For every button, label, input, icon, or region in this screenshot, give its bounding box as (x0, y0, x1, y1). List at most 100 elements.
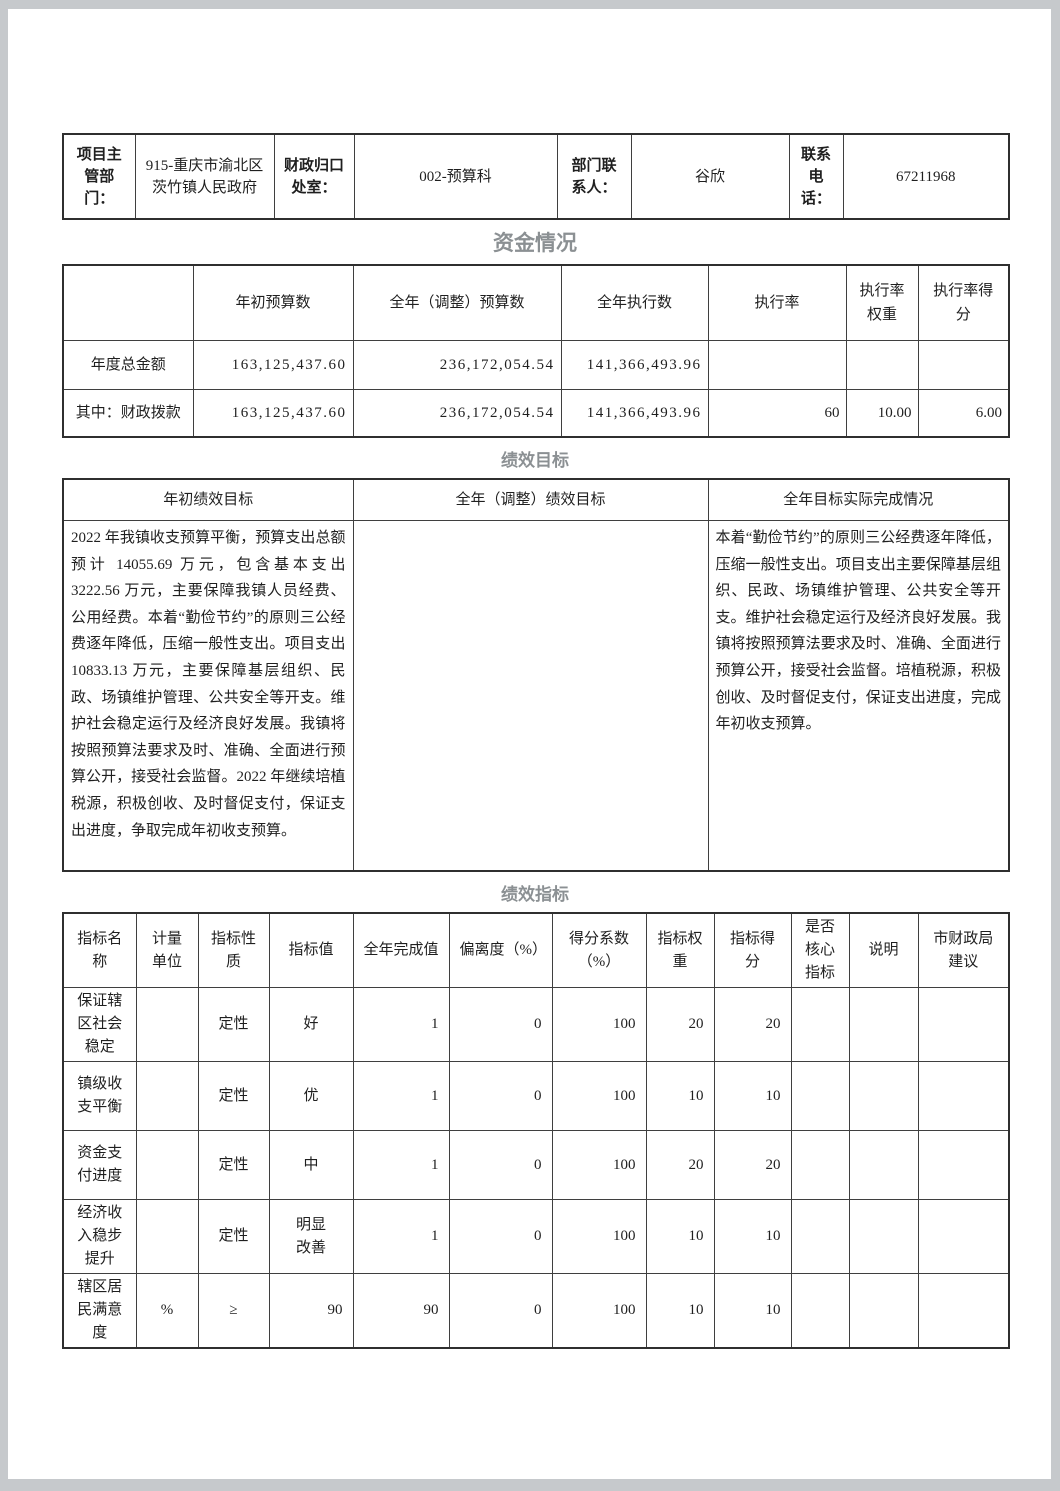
funding-table: 年初预算数 全年（调整）预算数 全年执行数 执行率 执行率权重 执行率得分 年度… (62, 264, 1010, 438)
office-value: 002-预算科 (353, 133, 558, 220)
indicator-target: 优 (268, 1061, 354, 1131)
ind-col-target: 指标值 (268, 912, 354, 988)
indicator-name: 保证辖区社会稳定 (62, 987, 137, 1062)
indicator-deviation: 0 (448, 1061, 553, 1131)
indicator-unit (135, 987, 199, 1062)
indicator-weight: 20 (645, 987, 715, 1062)
goals-table: 年初绩效目标 全年（调整）绩效目标 全年目标实际完成情况 2022 年我镇收支预… (62, 478, 1010, 872)
indicator-weight: 10 (645, 1273, 715, 1349)
indicator-name: 辖区居民满意度 (62, 1273, 137, 1349)
funding-row-total: 年度总金额 163,125,437.60 236,172,054.54 141,… (62, 340, 1010, 390)
indicator-unit (135, 1199, 199, 1274)
funding-col-rate-weight: 执行率权重 (845, 264, 919, 341)
report-content: 项目主管部门： 915-重庆市渝北区茨竹镇人民政府 财政归口处室： 002-预算… (62, 133, 1010, 1349)
funding-col-executed: 全年执行数 (560, 264, 709, 341)
funding-row-fiscal: 其中：财政拨款 163,125,437.60 236,172,054.54 14… (62, 389, 1010, 438)
adjusted-budget-value: 236,172,054.54 (352, 389, 562, 438)
indicator-nature: 定性 (197, 1061, 270, 1131)
indicator-suggestion (917, 1199, 1010, 1274)
indicator-suggestion (917, 1130, 1010, 1200)
indicator-weight: 10 (645, 1199, 715, 1274)
indicator-score: 10 (713, 1199, 792, 1274)
adjusted-budget-value: 236,172,054.54 (352, 340, 562, 390)
ind-col-suggestion: 市财政局建议 (917, 912, 1010, 988)
row-label: 年度总金额 (62, 340, 194, 390)
contact-value: 谷欣 (630, 133, 790, 220)
indicator-score: 20 (713, 1130, 792, 1200)
indicator-deviation: 0 (448, 1130, 553, 1200)
ind-col-name: 指标名称 (62, 912, 137, 988)
indicator-completed: 90 (352, 1273, 450, 1349)
indicator-core (790, 1130, 850, 1200)
indicator-name: 资金支付进度 (62, 1130, 137, 1200)
indicator-deviation: 0 (448, 1199, 553, 1274)
ind-col-coefficient: 得分系数（%） (551, 912, 647, 988)
rate-weight-value: 10.00 (845, 389, 919, 438)
indicator-note (848, 1130, 919, 1200)
indicator-core (790, 987, 850, 1062)
funding-col-rate: 执行率 (707, 264, 847, 341)
rate-value: 60 (707, 389, 847, 438)
indicator-score: 20 (713, 987, 792, 1062)
indicator-target-text: 明显改善 (295, 1216, 326, 1256)
indicator-suggestion (917, 987, 1010, 1062)
contact-label: 部门联系人： (556, 133, 632, 220)
office-label: 财政归口处室： (273, 133, 355, 220)
dept-value: 915-重庆市渝北区茨竹镇人民政府 (134, 133, 275, 220)
rate-weight-value (845, 340, 919, 390)
indicator-coefficient: 100 (551, 1199, 647, 1274)
ind-col-weight: 指标权重 (645, 912, 715, 988)
funding-col-adjusted: 全年（调整）预算数 (352, 264, 562, 341)
ind-col-core: 是否核心指标 (790, 912, 850, 988)
goals-col-initial: 年初绩效目标 (62, 478, 354, 521)
indicator-score: 10 (713, 1061, 792, 1131)
executed-value: 141,366,493.96 (560, 340, 709, 390)
indicator-row: 辖区居民满意度 % ≥ 90 90 0 100 10 10 (62, 1273, 1010, 1349)
indicator-completed: 1 (352, 1199, 450, 1274)
indicator-weight: 10 (645, 1061, 715, 1131)
indicator-completed: 1 (352, 1130, 450, 1200)
indicator-coefficient: 100 (551, 1061, 647, 1131)
indicator-score: 10 (713, 1273, 792, 1349)
executed-value: 141,366,493.96 (560, 389, 709, 438)
ind-col-unit: 计量单位 (135, 912, 199, 988)
rate-score-value: 6.00 (917, 389, 1010, 438)
indicator-core (790, 1273, 850, 1349)
indicator-row: 经济收入稳步提升 定性 明显改善 1 0 100 10 10 (62, 1199, 1010, 1274)
indicator-target: 90 (268, 1273, 354, 1349)
dept-label: 项目主管部门： (62, 133, 136, 220)
indicator-row: 镇级收支平衡 定性 优 1 0 100 10 10 (62, 1061, 1010, 1131)
document-page: 项目主管部门： 915-重庆市渝北区茨竹镇人民政府 财政归口处室： 002-预算… (8, 9, 1051, 1479)
ind-col-nature: 指标性质 (197, 912, 270, 988)
indicator-coefficient: 100 (551, 1273, 647, 1349)
rate-score-value (917, 340, 1010, 390)
initial-budget-value: 163,125,437.60 (192, 340, 354, 390)
indicator-coefficient: 100 (551, 1130, 647, 1200)
indicator-weight: 20 (645, 1130, 715, 1200)
rate-value (707, 340, 847, 390)
adjusted-goal-text (352, 520, 709, 872)
indicator-note (848, 1273, 919, 1349)
indicator-name: 经济收入稳步提升 (62, 1199, 137, 1274)
indicator-name: 镇级收支平衡 (62, 1061, 137, 1131)
indicators-header-row: 指标名称 计量单位 指标性质 指标值 全年完成值 偏离度（%） 得分系数（%） … (62, 912, 1010, 988)
indicator-completed: 1 (352, 987, 450, 1062)
indicator-unit (135, 1061, 199, 1131)
goals-body-row: 2022 年我镇收支预算平衡，预算支出总额预计 14055.69 万元，包含基本… (62, 520, 1010, 872)
indicator-core (790, 1061, 850, 1131)
indicator-target: 好 (268, 987, 354, 1062)
funding-col-rate-score: 执行率得分 (917, 264, 1010, 341)
ind-col-deviation: 偏离度（%） (448, 912, 553, 988)
indicator-row: 资金支付进度 定性 中 1 0 100 20 20 (62, 1130, 1010, 1200)
indicator-target: 明显改善 (268, 1199, 354, 1274)
indicator-row: 保证辖区社会稳定 定性 好 1 0 100 20 20 (62, 987, 1010, 1062)
indicator-unit: % (135, 1273, 199, 1349)
section-title-goals: 绩效目标 (501, 450, 569, 470)
goals-col-adjusted: 全年（调整）绩效目标 (352, 478, 709, 521)
indicator-unit (135, 1130, 199, 1200)
indicator-nature: ≥ (197, 1273, 270, 1349)
section-title-funding: 资金情况 (493, 232, 577, 255)
funding-col-initial: 年初预算数 (192, 264, 354, 341)
goals-col-actual: 全年目标实际完成情况 (707, 478, 1010, 521)
funding-col-blank (62, 264, 194, 341)
